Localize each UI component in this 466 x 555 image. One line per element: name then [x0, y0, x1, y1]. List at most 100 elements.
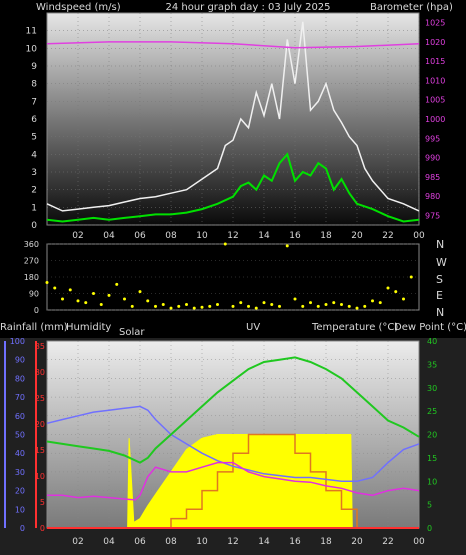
direction-point: [216, 303, 219, 306]
solar-x-tick-label: 12: [227, 537, 238, 547]
direction-point: [208, 304, 212, 308]
average-wind-series-line: [46, 152, 420, 223]
direction-point: [340, 303, 343, 306]
wind-tick-label: 5: [31, 133, 37, 143]
direction-point: [231, 304, 235, 308]
direction-point: [61, 297, 64, 301]
barometer-tick-label: 985: [425, 173, 440, 182]
solar-x-tick-label: 02: [72, 537, 83, 547]
rainfall-tick-label: 5: [40, 498, 45, 507]
humidity-tick-label: 10: [15, 505, 25, 514]
temperature-tick-label: 30: [427, 384, 437, 393]
direction-tick-label: 0: [34, 306, 39, 315]
rainfall-tick-label: 35: [35, 342, 45, 351]
direction-point: [92, 292, 95, 295]
solar-x-tick-label: 00: [413, 537, 425, 547]
solar-x-tick-label: 14: [258, 537, 270, 547]
direction-point: [177, 304, 181, 308]
direction-point: [247, 304, 250, 308]
solar-x-tick-label: 22: [382, 537, 393, 547]
temperature-series-line: [46, 356, 420, 464]
wind-x-tick-label: 14: [258, 231, 270, 241]
direction-point: [293, 297, 297, 301]
dew-point-series-line: [47, 461, 420, 501]
solar-x-tick-label: 16: [289, 537, 301, 547]
barometer-tick-label: 1025: [425, 19, 445, 28]
wind-grid: 0123456789101197598098599099510001005101…: [26, 13, 445, 241]
barometer-tick-label: 1010: [425, 76, 445, 85]
temperature-tick-label: 20: [427, 431, 437, 440]
wind-x-tick-label: 00: [413, 231, 425, 241]
dir-label-s: S: [436, 273, 443, 286]
direction-point: [402, 297, 405, 301]
direction-point: [154, 304, 157, 308]
barometer-series-line: [46, 41, 420, 49]
direction-point: [355, 306, 359, 310]
direction-point: [45, 281, 49, 284]
temperature-tick-label: 0: [427, 524, 432, 533]
direction-point: [53, 286, 57, 290]
direction-point: [254, 306, 258, 310]
wind-tick-label: 0: [31, 221, 37, 231]
direction-point: [107, 293, 111, 297]
humidity-tick-label: 50: [15, 431, 25, 440]
barometer-tick-label: 975: [425, 211, 440, 220]
solar-x-tick-label: 06: [134, 537, 146, 547]
wind-tick-label: 3: [31, 168, 37, 178]
wind-tick-label: 11: [26, 27, 37, 37]
barometer-tick-label: 1000: [425, 115, 445, 124]
rainfall-tick-label: 20: [35, 420, 45, 429]
direction-point: [123, 297, 126, 301]
wind-tick-label: 10: [26, 44, 38, 54]
direction-point: [371, 299, 374, 303]
dir-label-w: W: [436, 256, 447, 269]
direction-point: [409, 275, 413, 279]
direction-point: [99, 303, 103, 306]
direction-point: [68, 288, 72, 292]
direction-point: [84, 301, 88, 305]
direction-point: [324, 303, 328, 306]
humidity-tick-label: 100: [10, 337, 25, 346]
chart-marks: [45, 21, 420, 529]
solar-x-tick-label: 08: [165, 537, 177, 547]
barometer-tick-label: 1015: [425, 57, 445, 66]
temperature-tick-label: 35: [427, 360, 437, 369]
direction-point: [301, 304, 305, 308]
wind-tick-label: 2: [31, 186, 37, 196]
solar-area: [47, 434, 419, 529]
direction-point: [285, 244, 289, 248]
direction-point: [363, 304, 367, 308]
humidity-tick-label: 0: [20, 524, 25, 533]
solar-x-tick-label: 18: [320, 537, 332, 547]
wind-tick-label: 1: [31, 203, 37, 213]
direction-point: [239, 301, 243, 305]
direction-point: [223, 242, 227, 246]
temperature-tick-label: 40: [427, 337, 437, 346]
barometer-tick-label: 990: [425, 154, 440, 163]
rainfall-tick-label: 0: [40, 524, 45, 533]
humidity-axis-title: Humidity: [66, 322, 111, 333]
direction-point: [200, 305, 204, 309]
direction-tick-label: 270: [24, 257, 39, 266]
direction-point: [316, 304, 320, 308]
direction-grid: 0 90 180 270 360: [24, 240, 419, 315]
rainfall-tick-label: 10: [35, 472, 45, 481]
direction-point: [394, 290, 398, 294]
humidity-tick-label: 60: [15, 412, 25, 421]
solar-x-tick-label: 10: [196, 537, 208, 547]
humidity-tick-label: 20: [15, 487, 25, 496]
temperature-tick-label: 25: [427, 407, 437, 416]
dew-point-axis-title: Dew Point (°C): [394, 322, 466, 333]
humidity-tick-label: 70: [15, 393, 25, 402]
direction-tick-label: 90: [29, 290, 39, 299]
wind-axis-title: Windspeed (m/s): [36, 2, 121, 13]
direction-tick-label: 180: [24, 273, 39, 282]
wind-x-tick-label: 20: [351, 231, 363, 241]
barometer-tick-label: 995: [425, 134, 440, 143]
humidity-tick-label: 30: [15, 468, 25, 477]
wind-x-tick-label: 08: [165, 231, 177, 241]
barometer-axis-title: Barometer (hpa): [370, 2, 453, 13]
solar-x-tick-label: 04: [103, 537, 115, 547]
barometer-tick-label: 980: [425, 192, 440, 201]
rainfall-tick-label: 30: [35, 368, 45, 377]
